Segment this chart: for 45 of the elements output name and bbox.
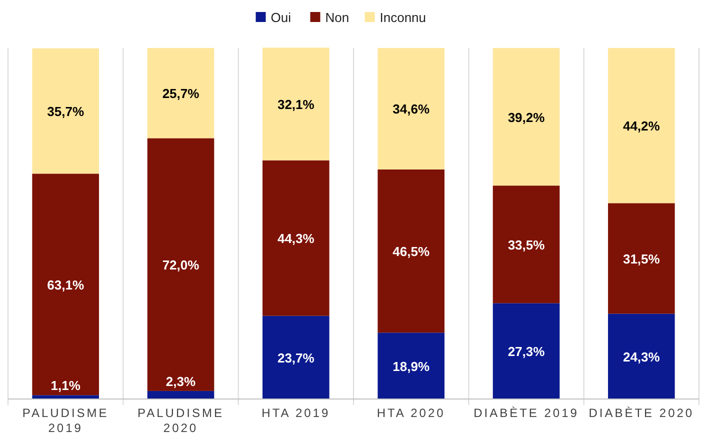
bar <box>492 303 560 399</box>
bar <box>608 314 675 399</box>
x-tick-label: DIABÈTE 2020 <box>588 406 694 420</box>
data-label: 24,3% <box>622 349 660 364</box>
bar <box>378 48 444 170</box>
data-label: 44,3% <box>277 231 315 246</box>
data-label: 2,3% <box>166 374 196 389</box>
x-tick-label: DIABÈTE 2019 <box>474 406 579 420</box>
bar <box>32 174 99 396</box>
bar <box>378 332 444 399</box>
data-label: 39,2% <box>508 110 546 125</box>
legend-label: Inconnu <box>380 10 426 25</box>
data-label: 18,9% <box>392 358 430 374</box>
bar <box>147 390 214 399</box>
x-tick-label: HTA 2020 <box>376 406 446 420</box>
data-label: 23,7% <box>277 350 315 366</box>
x-tick-label: HTA 2019 <box>262 406 330 420</box>
bar <box>262 48 330 160</box>
data-label: 1,1% <box>50 378 81 394</box>
x-tick-label: PALUDISME 2019 <box>22 406 109 435</box>
bar <box>262 316 330 399</box>
data-label: 35,7% <box>47 104 84 120</box>
bar <box>378 169 444 333</box>
data-label: 34,6% <box>392 102 430 117</box>
data-label: 33,5% <box>508 237 546 252</box>
bar <box>608 203 675 314</box>
bar <box>492 48 560 186</box>
data-label: 63,1% <box>47 277 84 292</box>
bar <box>608 48 675 204</box>
data-label: 27,3% <box>508 344 546 360</box>
legend-label: Oui <box>270 10 292 25</box>
bar <box>147 138 214 391</box>
data-label: 46,5% <box>392 244 430 260</box>
x-tick-label: PALUDISME 2020 <box>138 406 224 435</box>
data-label: 25,7% <box>162 86 200 102</box>
bar <box>262 160 330 316</box>
data-label: 72,0% <box>162 258 200 273</box>
bar <box>492 186 560 304</box>
bar <box>32 48 99 174</box>
bar <box>32 395 99 399</box>
legend-label: Non <box>325 10 350 25</box>
bar <box>147 48 214 138</box>
data-label: 44,2% <box>622 118 660 134</box>
data-label: 31,5% <box>622 251 660 266</box>
data-label: 32,1% <box>277 96 315 112</box>
